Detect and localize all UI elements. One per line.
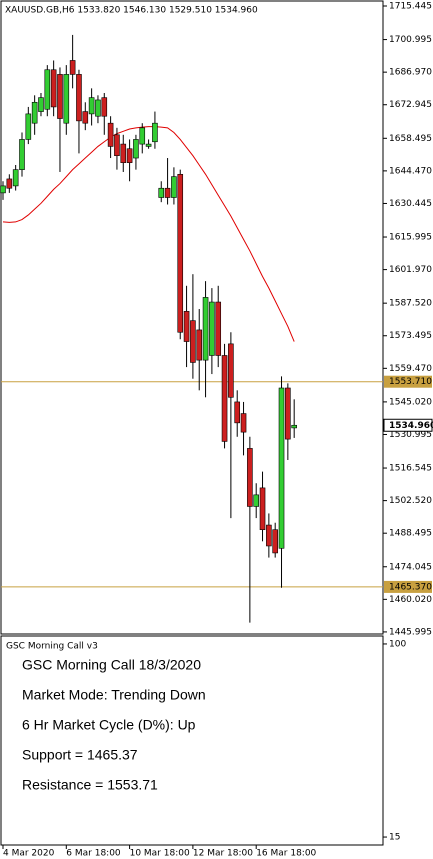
candle-body (69, 60, 76, 75)
candle-body (164, 187, 171, 198)
candle-body (107, 122, 114, 147)
candle-body (6, 178, 13, 189)
candle-body (259, 487, 266, 531)
candle-body (221, 355, 228, 442)
candle-body (19, 139, 25, 170)
candle-body (247, 448, 253, 507)
y-tick-label: 1460.020 (389, 595, 432, 605)
candle-body (120, 143, 127, 163)
candle-body (278, 387, 285, 549)
y-tick-label: 1530.995 (389, 430, 432, 440)
candle-body (196, 329, 203, 361)
candle-body (126, 148, 133, 163)
candle-body (152, 122, 158, 143)
x-tick-label: 16 Mar 18:00 (256, 849, 316, 859)
candle-body (31, 101, 38, 124)
candle-body (12, 169, 19, 187)
candle-body (228, 343, 234, 398)
level-label-bg (384, 375, 432, 388)
indicator-line: 6 Hr Market Cycle (D%): Up (22, 717, 196, 733)
candle-body (95, 99, 101, 117)
y-tick-label: 1630.445 (389, 199, 432, 209)
candle-body (88, 97, 95, 115)
candle-body (266, 524, 272, 547)
level-label-bg (384, 580, 432, 593)
candle-body (285, 387, 291, 440)
price-marker-label: 1534.960 (389, 421, 433, 431)
y-tick-label: 1445.995 (389, 627, 432, 637)
indicator-name: GSC Morning Call v3 (6, 642, 98, 652)
candle-body (0, 185, 6, 194)
candle-body (57, 74, 63, 119)
candle-body (145, 143, 152, 147)
candle-body (82, 111, 89, 124)
candle-body (38, 97, 44, 112)
candle-body (139, 127, 146, 145)
level-label: 1465.370 (389, 582, 432, 592)
candle-body (44, 69, 51, 110)
indicator-line: Market Mode: Trending Down (22, 687, 206, 703)
x-tick-label: 6 Mar 18:00 (66, 849, 121, 859)
candle-body (158, 187, 165, 198)
y-tick-label: 1658.495 (389, 134, 432, 144)
candle-body (291, 424, 297, 429)
moving-average (2, 126, 295, 342)
y-tick-label: 1644.470 (389, 166, 432, 176)
level-label: 1553.710 (389, 377, 432, 387)
candle-body (240, 413, 247, 433)
y-tick-label: 1559.470 (389, 364, 432, 374)
candle-body (253, 494, 259, 507)
y-tick-label: 1715.445 (389, 2, 432, 12)
candle-body (209, 301, 215, 356)
indicator-tick-label: 15 (389, 833, 400, 843)
candle-body (63, 74, 70, 124)
indicator-line: Resistance = 1553.71 (22, 777, 158, 793)
candle-body (234, 401, 241, 424)
y-tick-label: 1700.995 (389, 35, 432, 45)
price-marker-bg (383, 418, 433, 432)
chart-title: XAUUSD.GB,H6 1533.820 1546.130 1529.510 … (5, 6, 258, 16)
indicator-panel (0, 635, 384, 846)
candle-body (171, 176, 177, 198)
candle-body (25, 113, 32, 140)
candle-body (76, 74, 82, 122)
candle-body (50, 69, 57, 108)
y-tick-label: 1545.020 (389, 397, 432, 407)
y-tick-label: 1686.970 (389, 68, 432, 78)
indicator-line: Support = 1465.37 (22, 747, 138, 763)
x-tick-label: 10 Mar 18:00 (130, 849, 190, 859)
y-tick-label: 1587.520 (389, 299, 432, 309)
y-tick-label: 1573.495 (389, 331, 432, 341)
candle-body (133, 139, 139, 159)
candle-body (202, 297, 209, 361)
y-tick-label: 1502.520 (389, 496, 432, 506)
candle-body (190, 320, 196, 363)
y-tick-label: 1615.995 (389, 233, 432, 243)
x-tick-label: 4 Mar 2020 (3, 849, 55, 859)
x-tick-label: 12 Mar 18:00 (193, 849, 253, 859)
y-tick-label: 1488.495 (389, 529, 432, 539)
y-tick-label: 1601.970 (389, 265, 432, 275)
candle-body (183, 311, 190, 342)
candle-body (114, 134, 120, 157)
indicator-heading: GSC Morning Call 18/3/2020 (22, 657, 201, 673)
indicator-tick-label: 100 (389, 639, 406, 649)
main-panel (0, 0, 384, 635)
candle-body (101, 97, 108, 117)
candle-body (215, 301, 222, 356)
y-tick-label: 1474.045 (389, 562, 432, 572)
y-tick-label: 1516.545 (389, 464, 432, 474)
candle-body (272, 529, 278, 554)
y-tick-label: 1672.945 (389, 100, 432, 110)
candle-body (177, 173, 184, 333)
